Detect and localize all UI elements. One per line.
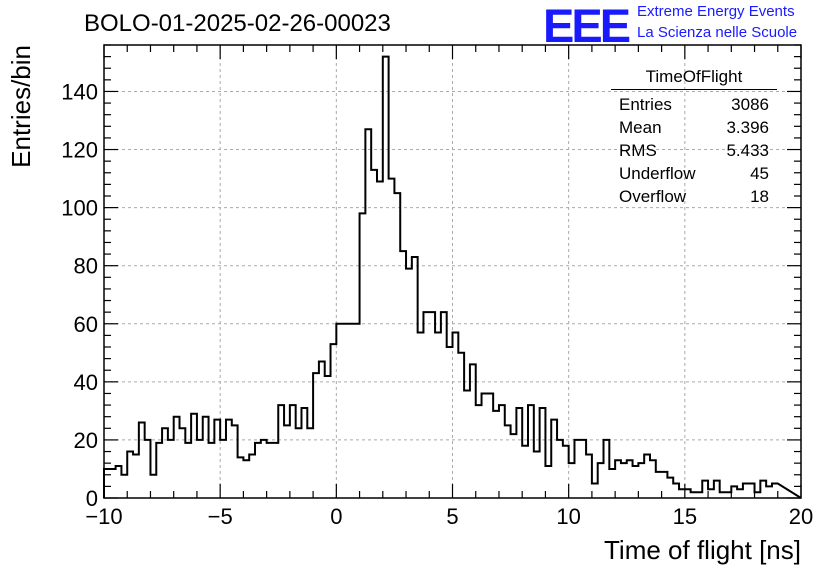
x-axis-label: Time of flight [ns] [604,535,801,565]
x-tick-label: −10 [85,504,122,529]
x-tick-label: 0 [330,504,342,529]
stats-value: 45 [750,164,769,183]
stats-row-underflow: Underflow 45 [611,162,777,185]
stats-box: TimeOfFlight Entries 3086 Mean 3.396 RMS… [611,66,777,208]
stats-value: 18 [750,187,769,206]
chart-title: BOLO-01-2025-02-26-00023 [84,10,391,37]
y-tick-label: 100 [61,196,98,221]
eee-logo: EEE [543,0,631,52]
stats-row-rms: RMS 5.433 [611,139,777,162]
stats-label: RMS [619,141,657,160]
axis-ticks [103,44,802,499]
x-tick-label: 10 [556,504,580,529]
x-tick-label: −5 [208,504,233,529]
stats-value: 5.433 [726,141,769,160]
stats-row-mean: Mean 3.396 [611,116,777,139]
histogram-line [103,55,802,499]
logo-tagline-2: La Scienza nelle Scuole [637,24,798,41]
x-tick-label: 5 [446,504,458,529]
y-axis-label: Entries/bin [6,45,36,168]
y-tick-label: 0 [86,486,98,511]
x-tick-label: 15 [673,504,697,529]
y-tick-labels: 0 20 40 60 80 100 120 140 [61,79,98,511]
x-tick-labels: −10 −5 0 5 10 15 20 [85,504,813,529]
y-tick-label: 140 [61,79,98,104]
stats-label: Underflow [619,164,696,183]
stats-row-overflow: Overflow 18 [611,185,777,208]
stats-value: 3.396 [726,118,769,137]
stats-value: 3086 [731,95,769,114]
y-tick-label: 20 [74,428,98,453]
y-tick-label: 120 [61,138,98,163]
stats-label: Mean [619,118,662,137]
x-tick-label: 20 [789,504,813,529]
stats-label: Overflow [619,187,687,206]
y-tick-label: 60 [74,312,98,337]
grid-lines [104,45,801,498]
stats-row-entries: Entries 3086 [611,93,777,116]
stats-box-title: TimeOfFlight [611,66,777,90]
y-tick-label: 40 [74,370,98,395]
y-tick-label: 80 [74,254,98,279]
stats-label: Entries [619,95,672,114]
logo-tagline-1: Extreme Energy Events [637,3,795,20]
